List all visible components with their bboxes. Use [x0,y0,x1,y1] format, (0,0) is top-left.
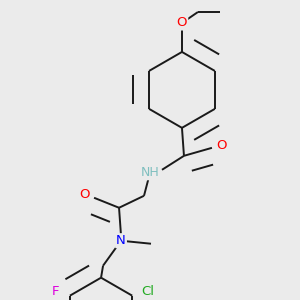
Text: F: F [52,285,60,298]
Text: O: O [79,188,89,201]
Text: N: N [116,234,126,247]
Text: O: O [177,16,187,29]
Text: O: O [217,139,227,152]
Text: NH: NH [141,166,159,179]
Text: Cl: Cl [142,285,155,298]
